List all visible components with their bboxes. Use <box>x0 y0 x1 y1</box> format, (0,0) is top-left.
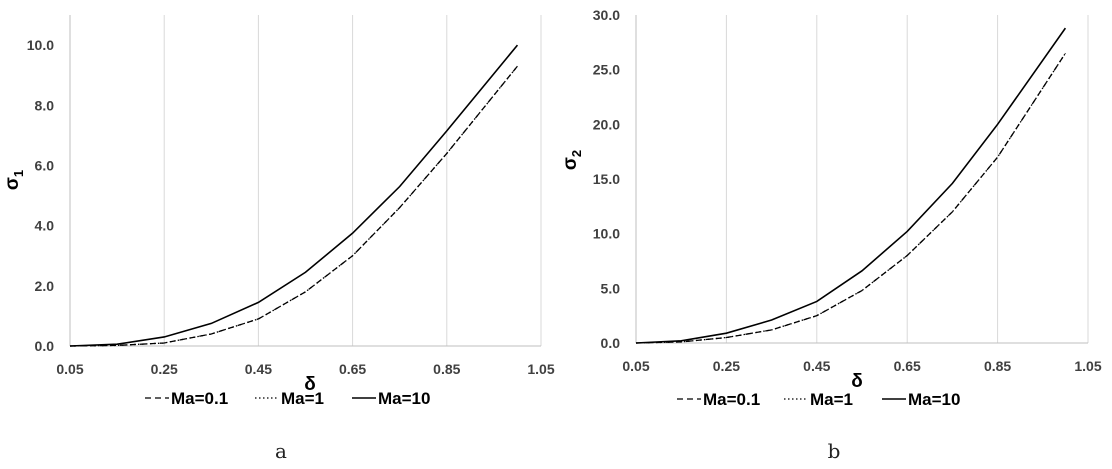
panel-label: a <box>275 439 287 463</box>
y-tick-label: 30.0 <box>593 7 620 23</box>
legend: Ma=0.1 Ma=1 Ma=10 <box>145 389 430 408</box>
x-tick-label: 0.25 <box>713 358 740 374</box>
y-tick-label: 6.0 <box>35 157 55 173</box>
y-tick-label: 2.0 <box>35 278 55 294</box>
y-tick-label: 5.0 <box>601 280 621 296</box>
x-tick-label: 1.05 <box>527 361 554 377</box>
series-line-Ma-1 <box>635 52 1066 344</box>
x-tick-label: 0.65 <box>339 361 366 377</box>
y-axis-subscript: 2 <box>569 150 584 157</box>
x-axis-title: δ <box>304 374 316 395</box>
y-axis-title: σ1 <box>2 170 26 190</box>
x-tick-label: 0.45 <box>245 361 272 377</box>
x-tick-label: 1.05 <box>1074 358 1101 374</box>
x-tick-label: 0.85 <box>984 358 1011 374</box>
y-tick-label: 10.0 <box>593 226 620 242</box>
panel-label: b <box>828 439 841 463</box>
y-tick-label: 15.0 <box>593 171 620 187</box>
x-tick-label: 0.65 <box>894 358 921 374</box>
legend-label: Ma=1 <box>810 390 853 409</box>
series-line-Ma-0-1 <box>635 52 1066 344</box>
chart-panel-b: 0.05 0.25 0.45 0.65 0.85 1.05 0.0 5.0 10.0 15.0 20… <box>560 7 1102 463</box>
x-tick-label: 0.05 <box>622 358 649 374</box>
x-tick-label: 0.45 <box>803 358 830 374</box>
y-tick-label: 8.0 <box>35 97 55 113</box>
y-tick-label: 20.0 <box>593 116 620 132</box>
y-axis-title: σ2 <box>560 150 584 170</box>
series-line-Ma-10 <box>635 27 1067 344</box>
x-tick-label: 0.25 <box>151 361 178 377</box>
legend-label: Ma=10 <box>908 390 960 409</box>
legend-label: Ma=1 <box>281 389 324 408</box>
y-tick-label: 25.0 <box>593 62 620 78</box>
y-axis-subscript: 1 <box>11 170 26 177</box>
x-axis-title: δ <box>851 371 863 392</box>
legend-label: Ma=0.1 <box>703 390 760 409</box>
y-tick-label: 0.0 <box>601 335 621 351</box>
y-tick-label: 10.0 <box>27 37 54 53</box>
legend-label: Ma=10 <box>378 389 430 408</box>
series-line-Ma-10 <box>69 44 519 347</box>
y-tick-label: 0.0 <box>35 338 55 354</box>
x-tick-label: 0.05 <box>56 361 83 377</box>
series-line-Ma-1 <box>69 65 518 347</box>
chart-panel-a: 0.05 0.25 0.45 0.65 0.85 1.05 0.0 2.0 4.0 6.0 8.0 1… <box>2 15 555 463</box>
x-tick-label: 0.85 <box>433 361 460 377</box>
legend: Ma=0.1 Ma=1 Ma=10 <box>677 390 960 409</box>
legend-label: Ma=0.1 <box>171 389 228 408</box>
y-tick-label: 4.0 <box>35 218 55 234</box>
series-line-Ma-0-1 <box>69 65 518 347</box>
